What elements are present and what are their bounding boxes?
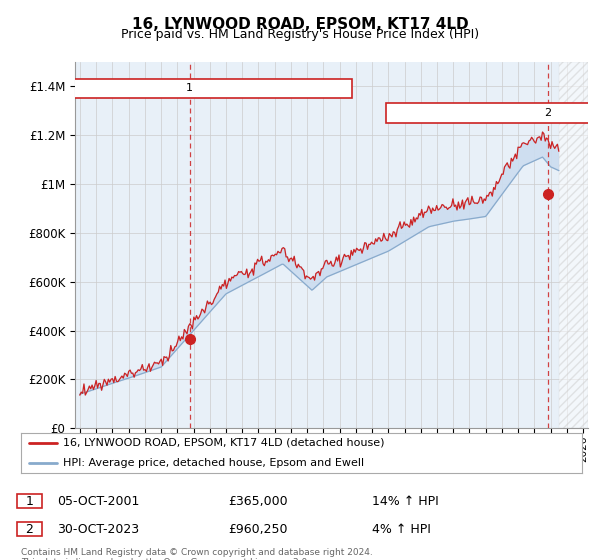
Text: 1: 1 (186, 83, 193, 94)
Text: 16, LYNWOOD ROAD, EPSOM, KT17 4LD: 16, LYNWOOD ROAD, EPSOM, KT17 4LD (131, 17, 469, 32)
Text: Price paid vs. HM Land Registry's House Price Index (HPI): Price paid vs. HM Land Registry's House … (121, 28, 479, 41)
FancyBboxPatch shape (28, 79, 352, 99)
FancyBboxPatch shape (386, 103, 600, 123)
Text: HPI: Average price, detached house, Epsom and Ewell: HPI: Average price, detached house, Epso… (63, 458, 364, 468)
Text: 1: 1 (25, 494, 34, 508)
Bar (559, 62, 588, 428)
Text: 2: 2 (544, 108, 551, 118)
Text: 2: 2 (25, 522, 34, 536)
Text: £365,000: £365,000 (228, 494, 287, 508)
Text: £960,250: £960,250 (228, 522, 287, 536)
Text: 4% ↑ HPI: 4% ↑ HPI (372, 522, 431, 536)
Text: 05-OCT-2001: 05-OCT-2001 (57, 494, 139, 508)
Text: 30-OCT-2023: 30-OCT-2023 (57, 522, 139, 536)
Text: Contains HM Land Registry data © Crown copyright and database right 2024.
This d: Contains HM Land Registry data © Crown c… (21, 548, 373, 560)
Text: 14% ↑ HPI: 14% ↑ HPI (372, 494, 439, 508)
Text: 16, LYNWOOD ROAD, EPSOM, KT17 4LD (detached house): 16, LYNWOOD ROAD, EPSOM, KT17 4LD (detac… (63, 438, 385, 448)
